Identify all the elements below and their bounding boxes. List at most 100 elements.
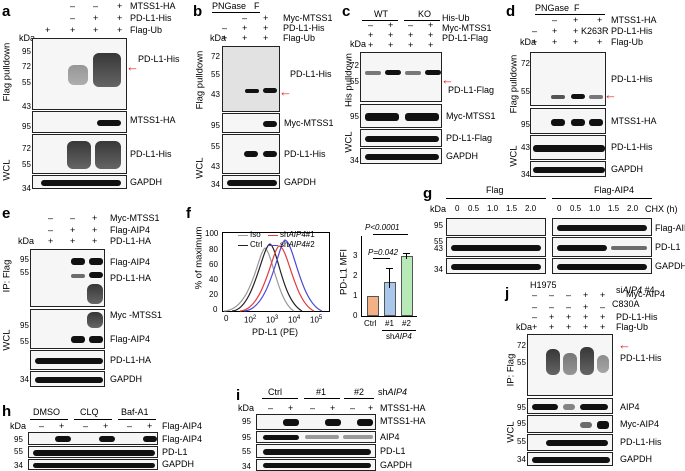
kda-label: kDa [430, 204, 447, 214]
lane-sign: + [288, 403, 294, 413]
lane-sign: + [583, 302, 589, 312]
mw-marker: 34 [14, 461, 23, 470]
mw-marker: 55 [211, 142, 220, 151]
mw-marker: 72 [521, 59, 530, 68]
significance-bracket [373, 258, 390, 259]
lane-sign: – [310, 403, 316, 413]
lane-sign: – [408, 20, 414, 30]
tick-label: 102 [244, 315, 257, 325]
lane-sign: + [222, 33, 228, 43]
lane-sign: + [117, 25, 123, 35]
mw-marker: 55 [22, 78, 31, 87]
band-label: PD-L1-His [284, 149, 326, 159]
lane-sign: + [263, 13, 269, 23]
divider [535, 14, 605, 15]
lane-sign: – [70, 213, 76, 223]
time-label: 1.5 [506, 204, 518, 213]
lane-sign: – [532, 302, 538, 312]
category-label: #2 [402, 319, 411, 328]
band-label: PD-L1 [655, 242, 681, 252]
kda-label: kDa [516, 322, 533, 332]
divider [304, 398, 340, 399]
row-label: Myc-AIP4 [626, 289, 666, 299]
lane-sign: – [532, 290, 538, 300]
divider [30, 419, 68, 420]
band-label: GAPDH [611, 164, 644, 174]
row-label: MTSS1-HA [130, 1, 176, 11]
band-label: GAPDH [110, 374, 143, 384]
blot [222, 134, 280, 174]
lane-sign: + [573, 26, 579, 36]
legend-swatch [238, 245, 248, 246]
mw-marker: 43 [211, 162, 220, 171]
lane-sign: + [92, 213, 98, 223]
lane-sign: + [549, 322, 555, 332]
lane-sign: + [566, 312, 572, 322]
row-label: Myc-MTSS1 [110, 213, 160, 223]
blot [360, 104, 442, 128]
blot [32, 111, 127, 133]
band-label: Flag-AIP4 [162, 434, 203, 444]
lane-sign: – [70, 1, 76, 11]
divider [382, 330, 416, 331]
lane-sign: – [48, 225, 54, 235]
lane-sign: + [330, 403, 336, 413]
blot [30, 249, 105, 307]
lane-sign: – [600, 302, 606, 312]
tick-label: 105 [310, 315, 323, 325]
lane-sign: + [368, 403, 374, 413]
lane-sign: + [93, 25, 99, 35]
panel-label-j: j [505, 285, 510, 302]
mw-marker: 55 [211, 70, 220, 79]
mw-marker: 34 [434, 265, 443, 274]
band-label: PD-L1-His [130, 149, 172, 159]
axis-label: % of maximum [193, 226, 205, 290]
lane-sign: + [600, 312, 606, 322]
ctrl-curve [231, 243, 303, 312]
row-label: MTSS1-HA [611, 15, 657, 25]
row-label: PD-L1-HA [110, 236, 152, 246]
mw-marker: 43 [434, 244, 443, 253]
lane-sign: + [600, 290, 606, 300]
lane-sign: + [583, 322, 589, 332]
category-group-label: shAIP4 [386, 332, 412, 341]
lane-sign: + [147, 421, 153, 431]
histogram-plot [222, 232, 330, 312]
mw-marker: 34 [22, 184, 31, 193]
blot [360, 129, 442, 147]
lane-sign: + [103, 421, 109, 431]
lane-sign: – [532, 26, 538, 36]
band-label: GAPDH [130, 177, 163, 187]
kda-label: kDa [520, 37, 537, 47]
tick-label: 60 [209, 260, 218, 269]
time-label: 1.0 [487, 204, 499, 213]
tick-label: 0 [224, 314, 229, 323]
lane-sign: + [263, 33, 269, 43]
band-label: PD-L1-HA [110, 273, 152, 283]
divider [344, 398, 374, 399]
group-label: KO [418, 9, 432, 19]
panel-label-d: d [506, 3, 516, 20]
mw-marker: 95 [211, 121, 220, 130]
tick-label: 20 [209, 290, 218, 299]
lane-sign: – [39, 421, 45, 431]
row-label: His-Ub [442, 13, 470, 23]
band-label: Flag-AIP4 [110, 334, 151, 344]
lane-sign: – [242, 13, 248, 23]
blot [222, 46, 280, 112]
divider [552, 198, 652, 199]
treatment-label: F [254, 1, 260, 11]
divider [212, 12, 260, 13]
row-label: Flag-Ub [616, 322, 649, 332]
side-label: Flag pulldown [194, 50, 206, 110]
band-label: PD-L1 [162, 447, 188, 457]
lane-sign: – [566, 290, 572, 300]
divider [404, 20, 440, 21]
blot [30, 371, 105, 387]
lane-sign: + [428, 20, 434, 30]
mw-marker: 95 [22, 47, 31, 56]
lane-sign: – [532, 312, 538, 322]
lane-sign: + [117, 1, 123, 11]
row-label: Flag-AIP4 [110, 225, 151, 235]
mw-marker: 72 [211, 52, 220, 61]
